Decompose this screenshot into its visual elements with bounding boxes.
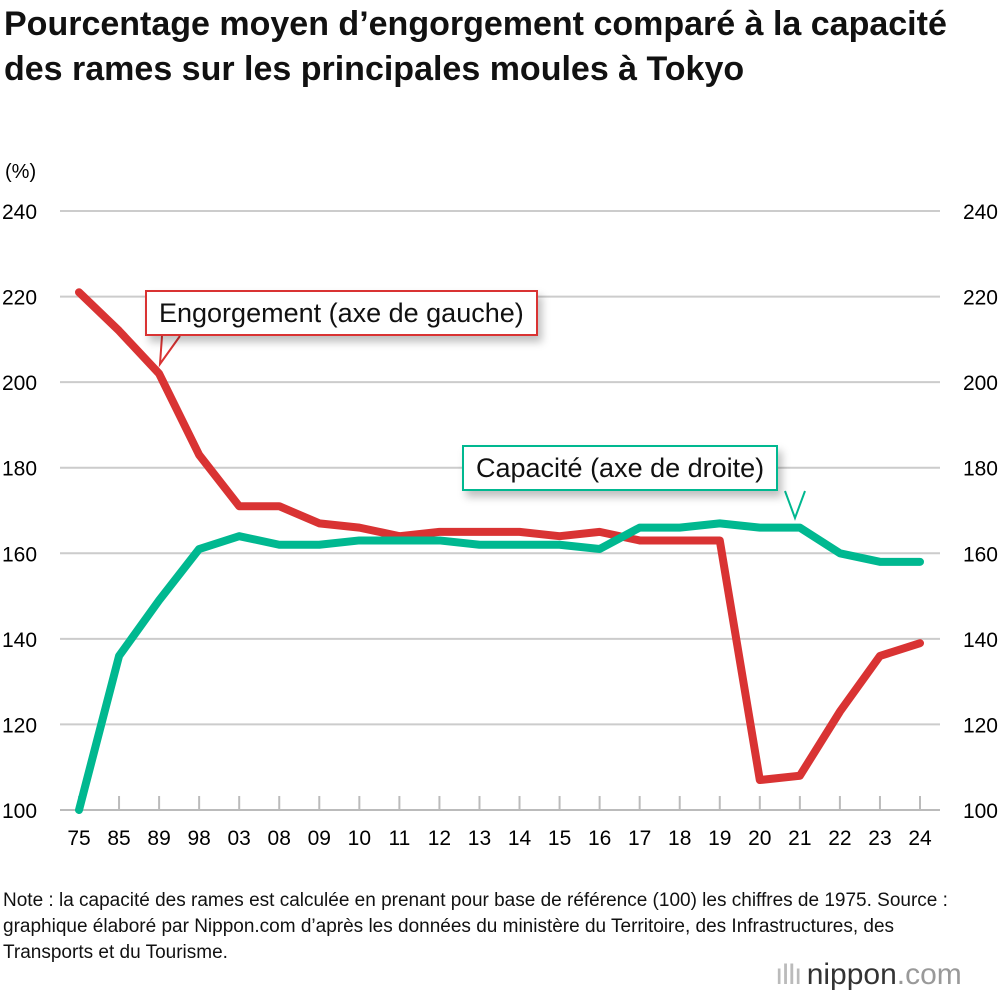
legend-capacite: Capacité (axe de droite): [462, 445, 779, 491]
x-tick-label: 21: [788, 827, 811, 850]
nippon-logo: ıIIı nippon.com: [775, 958, 962, 991]
x-tick-label: 12: [428, 827, 451, 850]
y-tick-right: 100: [963, 800, 998, 823]
x-tick-label: 16: [588, 827, 611, 850]
y-tick-left: 100: [2, 800, 37, 823]
x-tick-label: 75: [67, 827, 90, 850]
y-tick-left: 220: [2, 287, 37, 310]
x-tick-label: 14: [508, 827, 532, 850]
series-line-0: [75, 288, 924, 785]
x-tick-label: 15: [548, 827, 571, 850]
y-tick-left: 200: [2, 372, 37, 395]
y-tick-right: 240: [963, 201, 998, 224]
series-line-1: [75, 519, 924, 814]
x-tick-label: 11: [388, 827, 410, 850]
note-text: Note : la capacité des rames est calculé…: [3, 890, 948, 963]
x-tick-label: 85: [107, 827, 130, 850]
legend-engorgement: Engorgement (axe de gauche): [145, 290, 538, 336]
callout-pointer-engorgement: [158, 335, 181, 368]
logo-com: .com: [896, 958, 962, 991]
y-tick-left: 180: [2, 458, 37, 481]
y-tick-left: 120: [2, 714, 37, 737]
x-tick-label: 10: [348, 827, 371, 850]
y-tick-right: 220: [963, 287, 998, 310]
y-tick-right: 180: [963, 458, 998, 481]
x-tick-label: 89: [147, 827, 170, 850]
x-tick-label: 08: [268, 827, 291, 850]
x-tick-label: 22: [828, 827, 851, 850]
x-tick-label: 24: [908, 827, 932, 850]
y-tick-left: 160: [2, 543, 37, 566]
x-tick-label: 20: [748, 827, 771, 850]
x-tick-label: 19: [708, 827, 731, 850]
x-tick-label: 18: [668, 827, 691, 850]
x-tick-label: 17: [628, 827, 651, 850]
chart-title: Pourcentage moyen d’engorgement comparé …: [4, 5, 947, 88]
y-tick-left: 240: [2, 201, 37, 224]
x-tick-label: 09: [308, 827, 331, 850]
x-tick-label: 23: [868, 827, 891, 850]
y-tick-right: 140: [963, 629, 998, 652]
x-tick-label: 13: [468, 827, 491, 850]
logo-name: nippon: [806, 958, 897, 991]
y-tick-right: 120: [963, 714, 998, 737]
y-tick-right: 200: [963, 372, 998, 395]
line-chart: (%) 100 100 120 120 140 140 160 160 180 180 200 200 2…: [2, 161, 998, 850]
y-tick-right: 160: [963, 543, 998, 566]
callout-pointer-capacite: [784, 490, 806, 521]
y-tick-left: 140: [2, 629, 37, 652]
x-tick-label: 03: [228, 827, 251, 850]
x-tick-label: 98: [187, 827, 210, 850]
y-axis-label: (%): [5, 161, 36, 183]
